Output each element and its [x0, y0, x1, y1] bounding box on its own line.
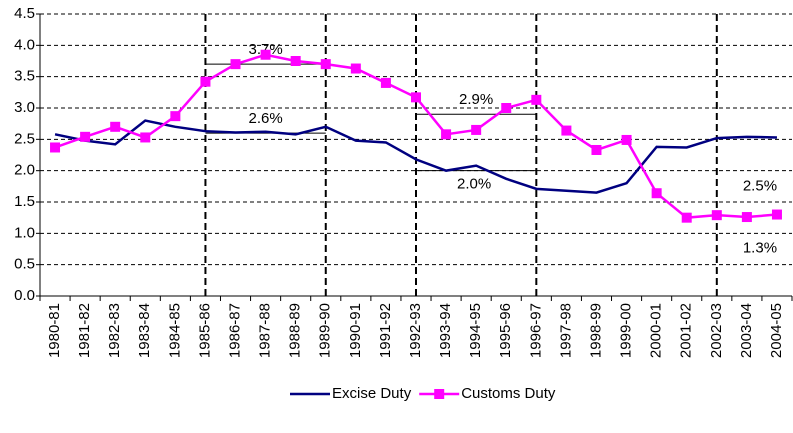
x-tick-label: 1994-95 — [467, 303, 484, 358]
annotation-label: 1.3% — [743, 240, 777, 257]
x-tick-label: 1993-94 — [437, 303, 454, 358]
x-tick-label: 2002-03 — [708, 303, 725, 358]
data-point — [471, 124, 482, 135]
data-point — [320, 59, 331, 70]
x-tick-label: 1999-00 — [618, 303, 635, 358]
data-point — [110, 121, 121, 132]
data-point — [531, 94, 542, 105]
y-tick-label: 0.0 — [14, 287, 35, 304]
y-tick-label: 3.0 — [14, 99, 35, 116]
x-tick-label: 1985-86 — [196, 303, 213, 358]
data-point — [501, 103, 512, 113]
x-tick-label: 1991-92 — [377, 303, 394, 358]
data-point — [230, 59, 241, 70]
data-point — [200, 76, 211, 87]
x-tick-label: 1984-85 — [166, 303, 183, 358]
x-tick-label: 2003-04 — [738, 303, 755, 358]
x-tick-label: 2004-05 — [768, 303, 785, 358]
x-tick-label: 1990-91 — [347, 303, 364, 358]
data-point — [681, 212, 692, 223]
legend-label: Excise Duty — [332, 385, 412, 402]
data-point — [651, 188, 662, 199]
data-point — [771, 209, 782, 220]
x-tick-label: 1995-96 — [497, 303, 514, 358]
data-point — [140, 132, 151, 143]
x-tick-label: 1997-98 — [557, 303, 574, 358]
x-tick-label: 1983-84 — [136, 303, 153, 358]
data-point — [170, 111, 181, 122]
x-tick-label: 1982-83 — [106, 303, 123, 358]
legend-marker — [434, 389, 445, 399]
x-tick-label: 1980-81 — [46, 303, 63, 358]
x-tick-label: 1992-93 — [407, 303, 424, 358]
x-tick-label: 1986-87 — [226, 303, 243, 358]
y-tick-label: 0.5 — [14, 256, 35, 273]
legend-label: Customs Duty — [461, 385, 556, 402]
data-point — [441, 129, 452, 140]
y-tick-label: 2.0 — [14, 162, 35, 179]
x-tick-label: 1996-97 — [527, 303, 544, 358]
data-point — [290, 56, 301, 66]
annotation-label: 2.0% — [457, 176, 491, 193]
data-point — [591, 144, 602, 155]
x-tick-label: 1989-90 — [317, 303, 334, 358]
data-point — [741, 212, 752, 223]
data-point — [80, 131, 91, 142]
data-point — [411, 92, 421, 103]
x-tick-label: 1981-82 — [76, 303, 93, 358]
x-tick-label: 1987-88 — [257, 303, 274, 358]
data-point — [621, 134, 632, 145]
annotation-label: 2.9% — [459, 91, 493, 108]
y-tick-label: 3.5 — [14, 68, 35, 85]
data-point — [711, 210, 722, 221]
annotation-label: 2.6% — [248, 110, 282, 127]
annotation-label: 3.7% — [248, 41, 282, 58]
y-tick-label: 1.5 — [14, 193, 35, 210]
x-tick-label: 1988-89 — [287, 303, 304, 358]
y-tick-label: 4.5 — [14, 5, 35, 22]
data-point — [380, 77, 391, 88]
y-tick-label: 2.5 — [14, 130, 35, 147]
y-tick-label: 4.0 — [14, 36, 35, 53]
x-tick-label: 2000-01 — [648, 303, 665, 358]
data-point — [561, 125, 572, 136]
data-point — [50, 142, 61, 153]
y-tick-label: 1.0 — [14, 224, 35, 241]
series-line — [54, 119, 777, 194]
data-point — [350, 63, 361, 74]
x-tick-label: 2001-02 — [678, 303, 695, 358]
x-tick-label: 1998-99 — [587, 303, 604, 358]
data-point — [260, 49, 271, 60]
annotation-label: 2.5% — [743, 177, 777, 194]
